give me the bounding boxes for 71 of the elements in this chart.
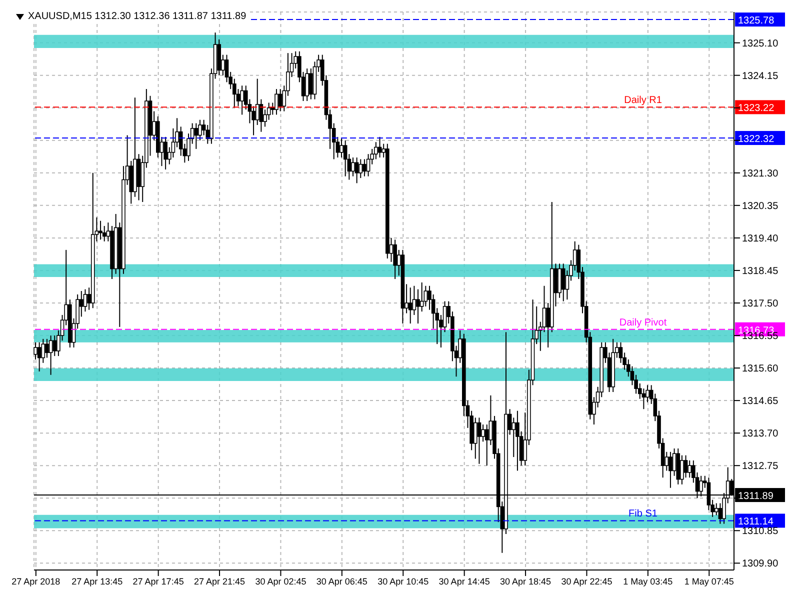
y-tick-label: 1310.85 (742, 526, 779, 538)
candlestick (48, 335, 53, 376)
x-tick-label: 30 Apr 02:45 (255, 576, 306, 586)
candlestick (668, 451, 672, 488)
candlestick (351, 156, 355, 177)
candlestick (484, 424, 489, 466)
candlestick (305, 68, 309, 102)
candlestick (274, 88, 278, 116)
candlestick (680, 454, 684, 485)
candlestick (37, 342, 42, 372)
y-tick-label: 1325.10 (742, 38, 779, 50)
chart-title: XAUUSD,M15 1312.30 1312.36 1311.87 1311.89 (28, 11, 246, 22)
candlestick (52, 335, 57, 357)
x-tick-label: 1 May 03:45 (623, 576, 673, 586)
x-tick-label: 30 Apr 18:45 (500, 576, 552, 586)
candlestick (164, 136, 168, 170)
y-tick-label: 1313.70 (742, 428, 779, 440)
candlestick (309, 68, 313, 100)
y-tick-label: 1309.90 (742, 558, 779, 570)
ref-line-label: 1323.22 (738, 103, 775, 114)
annotation: Fib S1 (628, 508, 658, 520)
candlestick (354, 156, 359, 184)
candlestick (420, 282, 424, 312)
candlestick (378, 136, 382, 158)
candlestick (408, 287, 412, 324)
candlestick (45, 338, 49, 358)
candlestick (358, 158, 363, 179)
candlestick (714, 502, 718, 516)
candlestick (561, 263, 566, 302)
candlestick (98, 220, 102, 240)
y-tick-label: 1314.65 (742, 396, 779, 408)
ref-line-label: 1311.89 (738, 491, 774, 502)
x-tick-label: 30 Apr 22:45 (561, 576, 612, 586)
ref-line-label: 1311.14 (738, 516, 774, 528)
candlestick (343, 140, 348, 177)
candlestick (516, 410, 520, 472)
y-tick-label: 1324.15 (742, 70, 779, 82)
candlestick (558, 263, 562, 298)
x-tick-label: 27 Apr 17:45 (132, 576, 184, 586)
annotation: Daily R1 (624, 95, 662, 106)
x-tick-label: 27 Apr 21:45 (194, 576, 246, 586)
candlestick (362, 158, 366, 177)
candlestick (512, 417, 516, 458)
candlestick (278, 88, 282, 112)
y-tick-label: 1315.60 (742, 364, 779, 375)
candlestick (688, 460, 692, 478)
annotation: Daily Pivot (619, 317, 667, 328)
candlestick (194, 122, 198, 150)
ref-line-label: 1325.78 (738, 16, 775, 27)
x-tick-label: 27 Apr 13:45 (72, 576, 123, 586)
candlestick (477, 417, 482, 464)
candlestick (684, 454, 688, 478)
ref-line-label: 1322.32 (738, 134, 775, 145)
y-tick-label: 1320.35 (742, 200, 779, 212)
x-tick-label: 30 Apr 10:45 (378, 576, 429, 586)
y-tick-label: 1312.75 (742, 461, 779, 472)
x-tick-label: 27 Apr 2018 (12, 576, 60, 586)
candlestick (34, 342, 38, 360)
candlestick (481, 424, 485, 442)
candlestick (340, 138, 344, 158)
y-tick-label: 1321.30 (742, 168, 779, 180)
y-tick-label: 1319.40 (742, 233, 779, 244)
x-tick-label: 30 Apr 06:45 (316, 576, 368, 586)
candlestick (393, 239, 397, 280)
y-tick-label: 1317.50 (742, 298, 779, 310)
x-tick-label: 1 May 07:45 (684, 576, 734, 586)
candlestick (102, 225, 106, 242)
candlestick (240, 85, 244, 116)
y-tick-label: 1318.45 (742, 266, 779, 278)
candlestick (83, 288, 88, 312)
x-tick-label: 30 Apr 14:45 (438, 576, 490, 586)
